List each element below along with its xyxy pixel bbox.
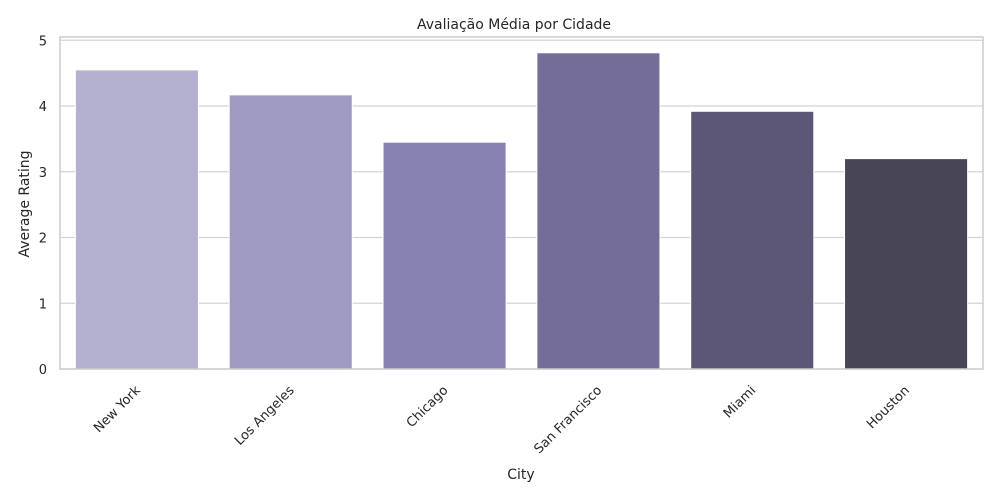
y-tick-label: 1 bbox=[39, 297, 47, 312]
bar bbox=[382, 141, 507, 370]
x-tick-label: Chicago bbox=[404, 383, 452, 431]
x-axis-ticks: New York Los Angeles Chicago San Francisco M… bbox=[91, 383, 913, 457]
x-tick-label: Miami bbox=[721, 383, 759, 421]
y-tick-label: 4 bbox=[39, 100, 47, 115]
bar bbox=[690, 110, 815, 370]
y-axis-ticks: 0 1 2 3 4 5 bbox=[39, 34, 47, 378]
x-tick-label: Houston bbox=[864, 383, 913, 432]
plot-frame bbox=[59, 36, 984, 370]
y-tick-label: 2 bbox=[39, 232, 47, 247]
bar bbox=[536, 52, 661, 370]
bar bbox=[74, 69, 199, 370]
x-tick-label: New York bbox=[91, 383, 144, 436]
x-tick-label: Los Angeles bbox=[232, 383, 298, 449]
chart-title: Avaliação Média por Cidade bbox=[417, 17, 611, 33]
bars bbox=[74, 52, 969, 370]
bar bbox=[228, 94, 353, 370]
x-tick-label: San Francisco bbox=[531, 383, 605, 457]
y-axis-label: Average Rating bbox=[17, 150, 33, 257]
x-axis-label: City bbox=[507, 467, 534, 483]
y-tick-label: 3 bbox=[39, 166, 47, 181]
y-tick-label: 5 bbox=[39, 34, 47, 49]
y-tick-label: 0 bbox=[39, 363, 47, 378]
bar bbox=[844, 158, 969, 370]
